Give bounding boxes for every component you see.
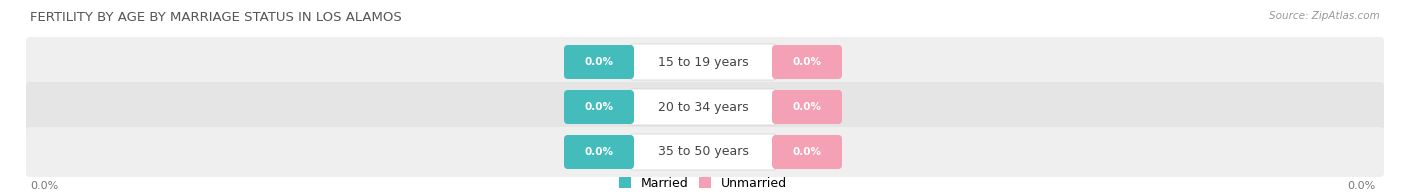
Text: 20 to 34 years: 20 to 34 years — [658, 101, 748, 113]
Text: 0.0%: 0.0% — [793, 57, 821, 67]
Legend: Married, Unmarried: Married, Unmarried — [619, 177, 787, 190]
FancyBboxPatch shape — [628, 134, 778, 170]
Text: 0.0%: 0.0% — [585, 147, 613, 157]
Text: 0.0%: 0.0% — [30, 181, 58, 191]
FancyBboxPatch shape — [772, 45, 842, 79]
Text: 0.0%: 0.0% — [793, 147, 821, 157]
FancyBboxPatch shape — [772, 135, 842, 169]
Text: FERTILITY BY AGE BY MARRIAGE STATUS IN LOS ALAMOS: FERTILITY BY AGE BY MARRIAGE STATUS IN L… — [30, 11, 402, 24]
Text: 0.0%: 0.0% — [585, 102, 613, 112]
FancyBboxPatch shape — [25, 82, 1384, 132]
Text: 0.0%: 0.0% — [1348, 181, 1376, 191]
Text: 35 to 50 years: 35 to 50 years — [658, 145, 748, 159]
FancyBboxPatch shape — [25, 37, 1384, 87]
FancyBboxPatch shape — [25, 127, 1384, 177]
FancyBboxPatch shape — [564, 135, 634, 169]
FancyBboxPatch shape — [628, 44, 778, 80]
FancyBboxPatch shape — [564, 90, 634, 124]
Text: 0.0%: 0.0% — [793, 102, 821, 112]
FancyBboxPatch shape — [628, 89, 778, 125]
Text: 0.0%: 0.0% — [585, 57, 613, 67]
FancyBboxPatch shape — [772, 90, 842, 124]
Text: 15 to 19 years: 15 to 19 years — [658, 55, 748, 68]
Text: Source: ZipAtlas.com: Source: ZipAtlas.com — [1270, 11, 1381, 21]
FancyBboxPatch shape — [564, 45, 634, 79]
